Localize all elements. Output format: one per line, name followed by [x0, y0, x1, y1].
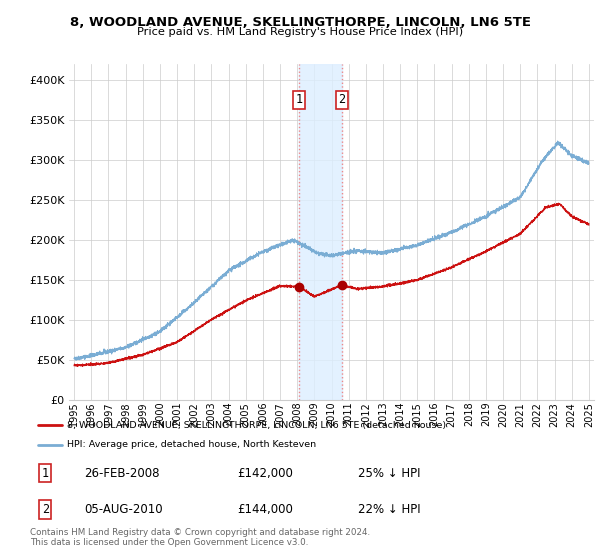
Text: 25% ↓ HPI: 25% ↓ HPI	[358, 467, 420, 480]
Text: Contains HM Land Registry data © Crown copyright and database right 2024.
This d: Contains HM Land Registry data © Crown c…	[30, 528, 370, 547]
Text: 8, WOODLAND AVENUE, SKELLINGTHORPE, LINCOLN, LN6 5TE: 8, WOODLAND AVENUE, SKELLINGTHORPE, LINC…	[70, 16, 530, 29]
Text: £144,000: £144,000	[238, 503, 293, 516]
Text: 26-FEB-2008: 26-FEB-2008	[85, 467, 160, 480]
Text: 22% ↓ HPI: 22% ↓ HPI	[358, 503, 420, 516]
Text: 05-AUG-2010: 05-AUG-2010	[85, 503, 163, 516]
Bar	[299, 64, 341, 400]
Text: Price paid vs. HM Land Registry's House Price Index (HPI): Price paid vs. HM Land Registry's House …	[137, 27, 463, 37]
Text: 2: 2	[338, 93, 345, 106]
Text: HPI: Average price, detached house, North Kesteven: HPI: Average price, detached house, Nort…	[67, 440, 316, 449]
Text: 8, WOODLAND AVENUE, SKELLINGTHORPE, LINCOLN, LN6 5TE (detached house): 8, WOODLAND AVENUE, SKELLINGTHORPE, LINC…	[67, 421, 446, 430]
Text: 1: 1	[42, 467, 49, 480]
Text: £142,000: £142,000	[238, 467, 293, 480]
Text: 2: 2	[42, 503, 49, 516]
Text: 1: 1	[296, 93, 303, 106]
